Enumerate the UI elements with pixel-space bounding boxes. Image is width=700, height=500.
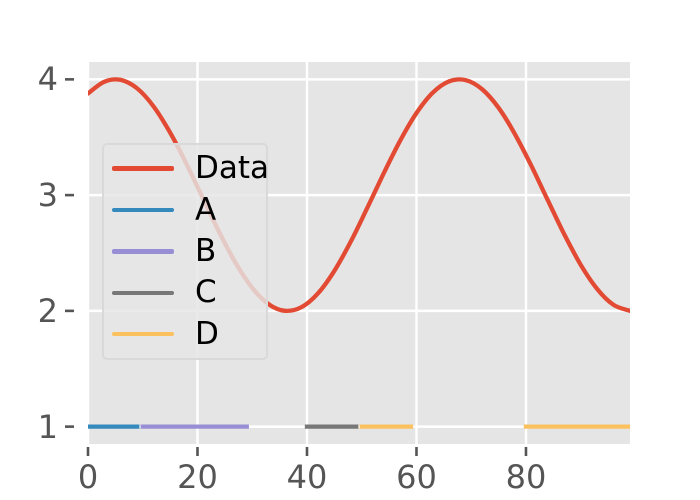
x-tick-label: 0 (77, 458, 99, 496)
x-tick-label: 80 (505, 458, 547, 496)
y-tick-label: 1 (37, 407, 58, 446)
legend-label: A (195, 191, 217, 228)
legend-item: C (104, 273, 266, 313)
y-tick-label: 2 (37, 291, 58, 330)
y-tick-label: 3 (37, 176, 58, 215)
y-tick-label: 4 (37, 60, 58, 99)
x-tick-label: 40 (286, 458, 328, 496)
legend-item: A (104, 190, 266, 230)
legend: Data A B C D (102, 143, 270, 360)
legend-swatch-icon (112, 249, 174, 254)
legend-label: C (195, 274, 217, 311)
legend-label: D (195, 315, 219, 352)
x-tick-label: 60 (396, 458, 437, 496)
legend-swatch-icon (112, 290, 174, 296)
legend-label: B (195, 232, 217, 269)
legend-item: D (104, 314, 266, 354)
legend-swatch-icon (112, 166, 174, 171)
legend-swatch-icon (112, 207, 174, 213)
legend-label: Data (195, 150, 270, 187)
legend-item: B (104, 231, 266, 271)
x-tick-label: 20 (177, 458, 218, 496)
legend-swatch-icon (112, 332, 174, 337)
legend-item: Data (104, 149, 270, 189)
